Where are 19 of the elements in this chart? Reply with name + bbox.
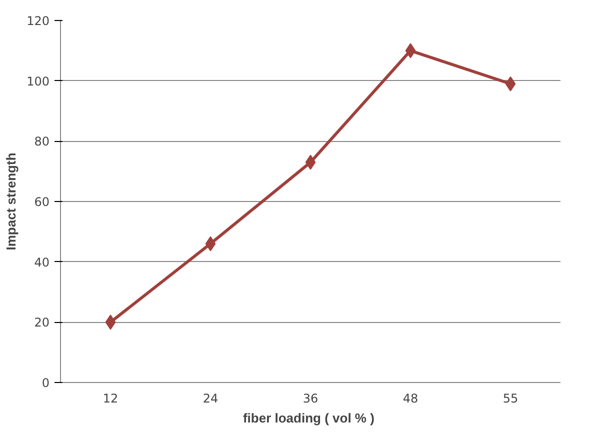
x-tick-label: 55 xyxy=(502,392,518,406)
y-axis-title: Impact strength xyxy=(4,152,19,250)
point xyxy=(105,314,116,330)
y-tick-label: 60 xyxy=(34,195,50,209)
point xyxy=(305,154,316,170)
x-tick-label: 24 xyxy=(202,392,218,406)
x-tick-label: 36 xyxy=(302,392,318,406)
point xyxy=(505,76,516,92)
point xyxy=(205,236,216,252)
y-tick-label: 80 xyxy=(34,134,50,149)
point xyxy=(405,43,416,58)
y-tick-label: 100 xyxy=(26,74,50,88)
x-tick-label: 12 xyxy=(102,392,118,406)
y-tick-label: 40 xyxy=(34,255,50,270)
y-tick-label: 120 xyxy=(26,14,50,28)
y-tick-label: 20 xyxy=(34,316,50,330)
y-tick-label: 0 xyxy=(42,376,50,390)
x-tick-label: 48 xyxy=(402,392,418,406)
x-axis-title: fiber loading ( vol % ) xyxy=(242,410,374,426)
